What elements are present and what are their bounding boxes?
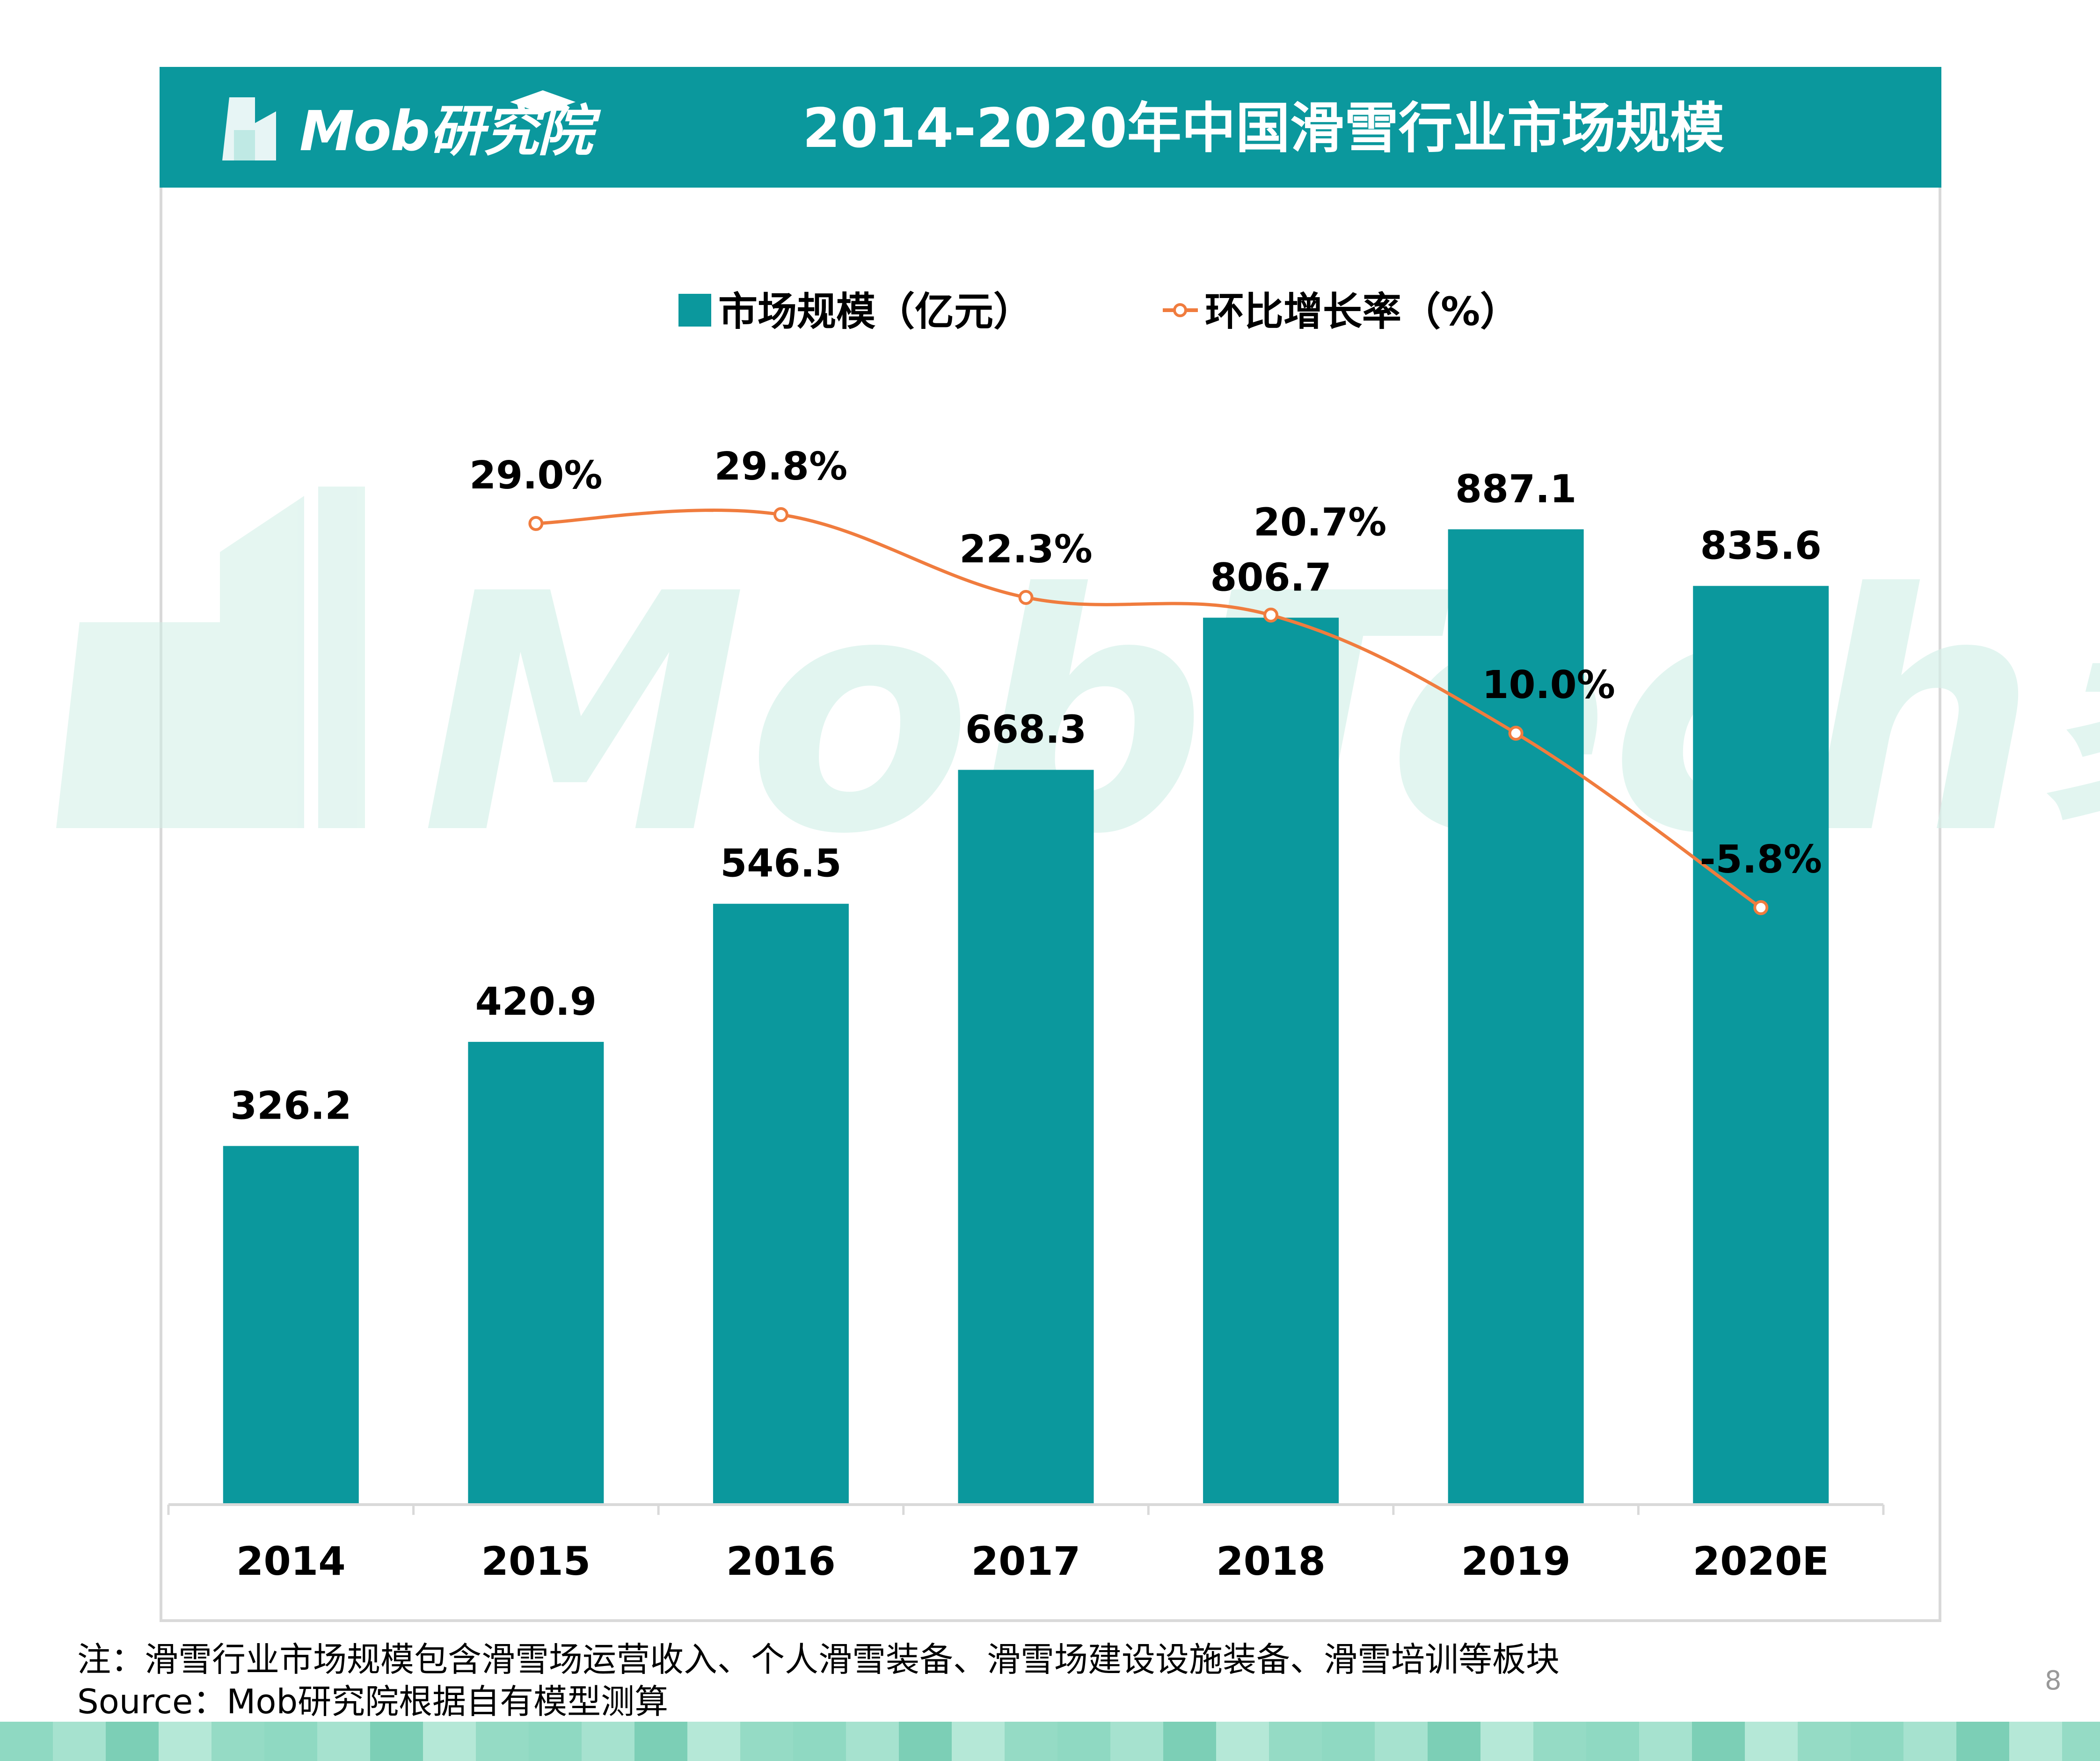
page-number: 8: [2045, 1666, 2062, 1696]
footer-band-segment: [317, 1722, 370, 1761]
footer-band-segment: [1110, 1722, 1163, 1761]
footer-band-segment: [634, 1722, 687, 1761]
footer-band-segment: [53, 1722, 106, 1761]
footer-band-segment: [846, 1722, 899, 1761]
watermark-logo-icon: [56, 487, 365, 828]
bar-2014: [223, 1146, 359, 1505]
footer-band-segment: [211, 1722, 264, 1761]
footer-band-segment: [264, 1722, 317, 1761]
growth-rate-label: 22.3%: [959, 527, 1092, 572]
footer-band-segment: [1798, 1722, 1851, 1761]
footer-band-segment: [1480, 1722, 1533, 1761]
growth-marker: [1508, 726, 1524, 741]
footnote: 注：滑雪行业市场规模包含滑雪场运营收入、个人滑雪装备、滑雪场建设设施装备、滑雪培…: [77, 1640, 1560, 1679]
x-tick-label: 2014: [236, 1538, 346, 1584]
bar-2018: [1203, 618, 1339, 1505]
x-tick-label: 2019: [1461, 1538, 1571, 1584]
footer-band-segment: [370, 1722, 423, 1761]
bar-value-label: 887.1: [1455, 467, 1576, 511]
legend-line-marker: [1173, 303, 1187, 317]
growth-marker: [1753, 900, 1769, 915]
growth-marker: [773, 507, 788, 522]
footer-band-segment: [1269, 1722, 1322, 1761]
footer-band-segment: [740, 1722, 793, 1761]
bar-value-label: 546.5: [720, 842, 841, 886]
footer-band-segment: [952, 1722, 1005, 1761]
x-tick-label: 2020E: [1693, 1538, 1829, 1584]
growth-marker: [1018, 589, 1034, 605]
x-tick-label: 2015: [481, 1538, 591, 1584]
growth-rate-label: -5.8%: [1699, 837, 1822, 882]
bar-2017: [958, 770, 1094, 1505]
footer-band-segment: [1745, 1722, 1798, 1761]
footer-band-segment: [1851, 1722, 1903, 1761]
footer-band-segment: [1956, 1722, 2009, 1761]
mob-logo-icon: [222, 90, 576, 160]
growth-rate-label: 20.7%: [1254, 501, 1386, 545]
footer-band-segment: [1586, 1722, 1639, 1761]
footer-band-segment: [1057, 1722, 1110, 1761]
footer-band-segment: [1692, 1722, 1745, 1761]
growth-rate-label: 29.8%: [715, 444, 847, 489]
footer-band-segment: [423, 1722, 476, 1761]
source-note: Source：Mob研究院根据自有模型测算: [77, 1682, 669, 1721]
x-tick-label: 2018: [1216, 1538, 1326, 1584]
page-title: 2014-2020年中国滑雪行业市场规模: [802, 97, 1724, 160]
footer-band-segment: [1216, 1722, 1269, 1761]
footer-band-segment: [1322, 1722, 1375, 1761]
bar-2015: [468, 1041, 604, 1505]
legend-line-label: 环比增长率（%）: [1205, 289, 1519, 335]
footer-band-segment: [1163, 1722, 1216, 1761]
bar-value-label: 326.2: [230, 1084, 351, 1128]
footer-band-segment: [1903, 1722, 1956, 1761]
footer-band-segment: [1005, 1722, 1057, 1761]
footer-band-segment: [529, 1722, 582, 1761]
footer-band: [0, 1722, 2100, 1761]
growth-rate-label: 10.0%: [1482, 663, 1615, 707]
footer-band-segment: [2062, 1722, 2100, 1761]
bar-value-label: 420.9: [475, 980, 597, 1024]
footer-band-segment: [106, 1722, 159, 1761]
header-bar: [160, 67, 1941, 188]
footer-band-segment: [476, 1722, 529, 1761]
footer-band-segment: [899, 1722, 952, 1761]
x-tick-label: 2016: [726, 1538, 836, 1584]
footer-band-segment: [1639, 1722, 1692, 1761]
footer-band-segment: [1533, 1722, 1586, 1761]
footer-band-segment: [1375, 1722, 1428, 1761]
legend-bar-swatch: [678, 294, 711, 327]
legend: 市场规模（亿元） 环比增长率（%）: [678, 289, 1519, 335]
growth-marker: [528, 516, 544, 531]
bar-2016: [713, 903, 849, 1505]
footer-band-segment: [793, 1722, 846, 1761]
footer-band-segment: [2009, 1722, 2062, 1761]
bar-value-label: 835.6: [1700, 524, 1822, 568]
growth-rate-label: 29.0%: [469, 453, 602, 498]
x-tick-label: 2017: [971, 1538, 1081, 1584]
bar-2019: [1448, 529, 1584, 1505]
footer-band-segment: [582, 1722, 634, 1761]
logo-text: Mob研究院: [299, 99, 593, 163]
legend-bar-label: 市场规模（亿元）: [718, 289, 1033, 335]
growth-line: [536, 508, 1762, 909]
bar-value-label: 806.7: [1210, 555, 1331, 600]
footer-band-segment: [159, 1722, 211, 1761]
bar-2020E: [1693, 586, 1829, 1505]
footer-band-segment: [687, 1722, 740, 1761]
growth-marker: [1263, 607, 1279, 623]
bar-value-label: 668.3: [965, 707, 1086, 752]
footer-band-segment: [1428, 1722, 1480, 1761]
footer-band-segment: [0, 1722, 53, 1761]
